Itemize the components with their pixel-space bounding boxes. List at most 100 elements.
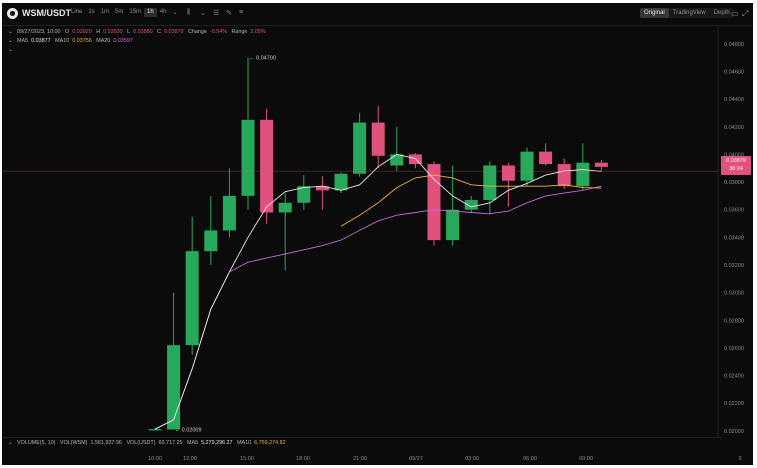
high-value: 0.03930 xyxy=(103,29,123,35)
view-depth[interactable]: Depth xyxy=(713,10,730,16)
interval-1s[interactable]: 1s xyxy=(88,9,95,15)
candle-body[interactable] xyxy=(353,122,367,174)
chart-toolbar: WSM/USDT Line 1s 1m 5m 15m 1h 4h ⌄ ⫼ ⌄ ☰… xyxy=(2,3,753,26)
y-tick-label: 0.04200 xyxy=(724,125,744,131)
vol-ma10-label: MA10 xyxy=(237,440,252,446)
y-tick-label: 0.04400 xyxy=(724,97,744,103)
candle-body[interactable] xyxy=(167,345,181,430)
y-tick-label: 0.02400 xyxy=(724,374,744,380)
candle-body[interactable] xyxy=(446,209,460,241)
y-tick-label: 0.02600 xyxy=(724,346,744,352)
x-tick-label: 12:00 xyxy=(183,456,197,462)
ma-chevron-icon[interactable]: ⌄ xyxy=(8,38,13,44)
candle-body[interactable] xyxy=(260,119,274,213)
candle-body[interactable] xyxy=(222,195,236,231)
interval-1m[interactable]: 1m xyxy=(100,9,110,15)
chevron-down-icon[interactable]: ⌄ xyxy=(200,10,206,17)
screenshot-icon[interactable]: ▭ xyxy=(731,9,739,18)
ma10-line xyxy=(340,174,602,227)
ma10-label: MA10 xyxy=(55,38,70,44)
candle-body[interactable] xyxy=(241,119,255,196)
change-label: Change xyxy=(188,29,207,35)
candle-body[interactable] xyxy=(334,173,348,191)
interval-15m[interactable]: 15m xyxy=(129,9,142,15)
last-price-tag: 0.03879 36:24 xyxy=(721,156,751,175)
candle-body[interactable] xyxy=(408,154,422,165)
axis-settings-icon[interactable]: ⇕ xyxy=(738,455,743,462)
y-tick-label: 0.03800 xyxy=(724,180,744,186)
high-label: H xyxy=(96,29,101,35)
range-value: 2.05% xyxy=(250,29,266,35)
candle-body[interactable] xyxy=(390,154,404,166)
candle-date: 09/27/2023, 10:00 xyxy=(17,29,61,35)
y-tick-label: 0.03400 xyxy=(724,235,744,241)
candle-body[interactable] xyxy=(371,122,385,156)
low-annotation: ← 0.02009 xyxy=(175,428,202,434)
collapse-legend-icon[interactable]: ⌃ xyxy=(8,50,14,56)
chart-window: WSM/USDT Line 1s 1m 5m 15m 1h 4h ⌄ ⫼ ⌄ ☰… xyxy=(2,3,753,465)
candle-body[interactable] xyxy=(315,186,329,191)
open-label: O xyxy=(65,29,70,35)
x-tick-label: 18:00 xyxy=(296,456,310,462)
volume-chevron-icon[interactable]: ⌄ xyxy=(8,440,13,446)
candle-body[interactable] xyxy=(594,162,608,167)
candle-body[interactable] xyxy=(297,186,311,203)
y-tick-label: 0.03000 xyxy=(724,291,744,297)
y-tick-label: 0.02200 xyxy=(724,401,744,407)
candle-body[interactable] xyxy=(483,165,497,201)
candles-icon[interactable]: ⫼ xyxy=(187,9,191,16)
indicators-icon[interactable]: ☰ xyxy=(213,10,220,17)
candle-body[interactable] xyxy=(185,251,199,346)
vol-wsm-value: 1,561,937.96 xyxy=(90,440,122,446)
interval-5m[interactable]: 5m xyxy=(115,9,124,15)
volume-legend: ⌄ VOLUME(5, 10) VOL(WSM) 1,561,937.96 VOL… xyxy=(2,437,722,448)
volume-title: VOLUME(5, 10) xyxy=(17,440,56,446)
draw-icon[interactable]: ✎ xyxy=(226,10,232,17)
candle-body[interactable] xyxy=(539,151,553,165)
view-original[interactable]: Original xyxy=(640,8,669,18)
ma10-value: 0.03756 xyxy=(72,38,92,44)
candle-body[interactable] xyxy=(427,164,441,241)
pair-title: WSM/USDT xyxy=(22,8,71,18)
interval-more-chevron-down-icon[interactable]: ⌄ xyxy=(172,10,178,16)
ma20-line xyxy=(154,185,602,430)
vol-usdt-label: VOL(USDT) xyxy=(126,440,156,446)
close-label: C xyxy=(157,29,162,35)
candle-body[interactable] xyxy=(520,151,534,181)
candle-body[interactable] xyxy=(464,200,478,210)
candle-body[interactable] xyxy=(557,164,571,187)
fullscreen-icon[interactable]: ⤢ xyxy=(742,9,749,18)
ohlc-chevron-icon[interactable]: ⌄ xyxy=(8,29,13,35)
interval-selector: Line 1s 1m 5m 15m 1h 4h ⌄ xyxy=(68,8,180,17)
x-tick-label: 21:00 xyxy=(353,456,367,462)
y-tick-label: 0.02000 xyxy=(724,429,744,435)
ma20-label: MA20 xyxy=(96,38,111,44)
range-label: Range xyxy=(231,29,248,35)
interval-1h[interactable]: 1h xyxy=(144,8,157,17)
interval-4h[interactable]: 4h xyxy=(159,9,167,15)
low-value: 0.03880 xyxy=(133,29,153,35)
x-tick-label: 03:00 xyxy=(465,456,479,462)
vol-ma5-value: 5,279,296.27 xyxy=(201,440,233,446)
view-switcher: Original TradingView Depth xyxy=(640,8,734,18)
x-tick-label: 15:00 xyxy=(240,456,254,462)
candle-countdown: 36:24 xyxy=(729,166,743,172)
close-value: 0.03879 xyxy=(164,29,184,35)
candle-body[interactable] xyxy=(501,165,515,181)
settings-icon[interactable]: ≡ xyxy=(239,9,244,16)
x-tick-label: 09:00 xyxy=(579,456,593,462)
view-tradingview[interactable]: TradingView xyxy=(672,10,706,16)
change-value: -0.54% xyxy=(209,29,227,35)
candle-body[interactable] xyxy=(576,162,590,187)
y-tick-label: 0.03600 xyxy=(724,208,744,214)
interval-line[interactable]: Line xyxy=(71,9,83,15)
y-tick-label: 0.04600 xyxy=(724,69,744,75)
low-label: L xyxy=(127,29,131,35)
candle-body[interactable] xyxy=(148,429,162,431)
candlestick-chart[interactable]: 0.048000.046000.044000.042000.040000.038… xyxy=(2,3,753,437)
candle-body[interactable] xyxy=(278,202,292,213)
ma5-line xyxy=(154,153,602,430)
candle-body[interactable] xyxy=(204,230,218,252)
high-annotation: ← 0.04700 xyxy=(249,56,276,62)
y-tick-label: 0.04800 xyxy=(724,42,744,48)
